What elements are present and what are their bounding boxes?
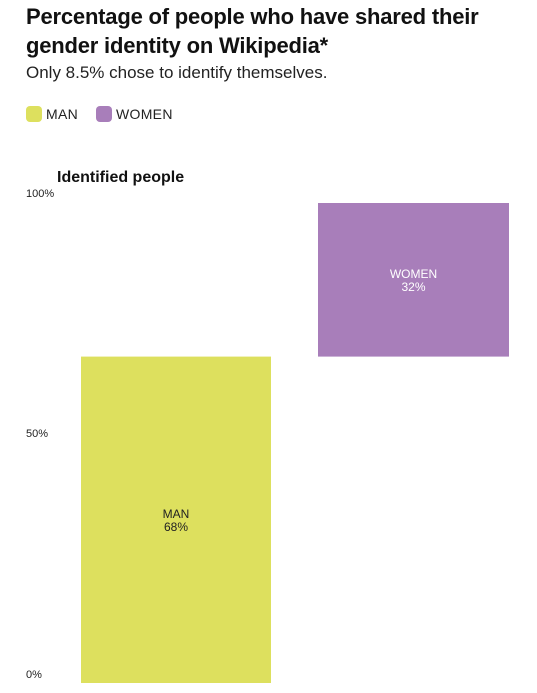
chart-title-main: Percentage of people who have shared the… <box>26 4 479 58</box>
bar-women <box>318 203 509 357</box>
chart-subtitle: Only 8.5% chose to identify themselves. <box>26 63 328 82</box>
bar-category-label: WOMEN <box>390 267 437 281</box>
chart-panel-title: Identified people <box>57 169 185 186</box>
bar-category-label: MAN <box>163 507 190 521</box>
bar-value-label: 68% <box>164 520 188 534</box>
bar-man <box>81 356 271 683</box>
legend-label-women: WOMEN <box>116 106 173 122</box>
legend-item-man: MAN <box>26 106 78 122</box>
legend-label-man: MAN <box>46 106 79 122</box>
legend: MAN WOMEN <box>26 106 191 122</box>
y-tick-label: 50% <box>26 428 48 440</box>
y-tick-label: 100% <box>26 188 54 200</box>
bar-value-label: 32% <box>401 280 425 294</box>
legend-swatch-women <box>96 106 113 122</box>
legend-swatch-man <box>26 106 42 122</box>
y-tick-label: 0% <box>26 669 42 681</box>
legend-item-women: WOMEN <box>96 106 173 122</box>
